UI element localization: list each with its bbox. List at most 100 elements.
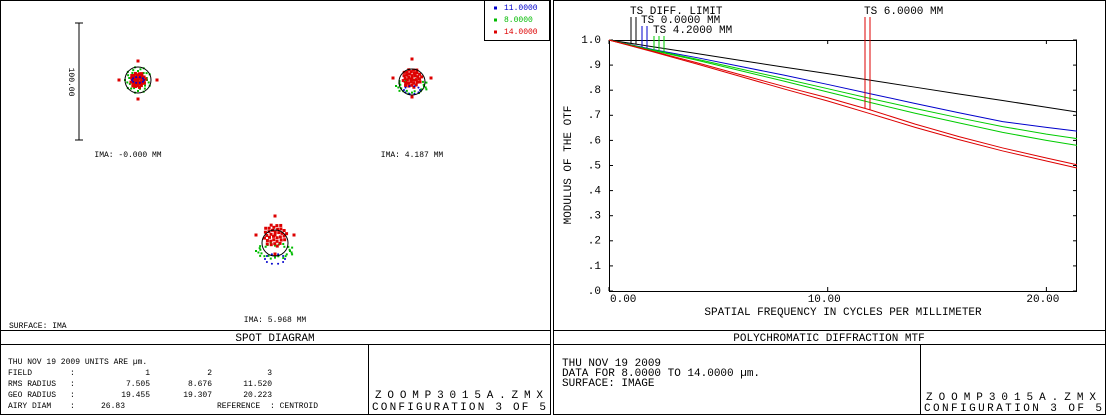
spot-ray xyxy=(408,85,411,88)
spot-ray xyxy=(138,76,141,79)
spot-ray xyxy=(133,71,137,75)
info-text: AIRY DIAM xyxy=(8,402,51,411)
spot-ray xyxy=(136,84,140,88)
airy-disk xyxy=(261,229,289,257)
spot-ray xyxy=(142,81,146,85)
spot-ray xyxy=(137,82,141,86)
info-text: : xyxy=(70,391,75,400)
spot-ray xyxy=(395,85,397,87)
spot-ray xyxy=(131,82,135,86)
spot-ray xyxy=(410,57,414,61)
spot-ray xyxy=(140,79,144,83)
spot-ray xyxy=(272,225,276,229)
spot-ray xyxy=(263,255,266,258)
spot-ray xyxy=(418,80,422,84)
spot-ray xyxy=(280,231,284,235)
spot-ray xyxy=(409,70,413,74)
spot-ray xyxy=(140,81,144,85)
spot-ray xyxy=(274,244,276,247)
spot-ray xyxy=(132,77,135,80)
spot-ray xyxy=(137,90,139,92)
info-text: 7.505 xyxy=(126,380,150,389)
spot-ray xyxy=(133,87,136,90)
info-text: 20.223 xyxy=(243,391,272,400)
y-tick-label: .2 xyxy=(588,236,601,248)
spot-ray xyxy=(409,77,413,81)
curve-label: TS 0.0000 MM xyxy=(641,15,720,27)
spot-ray xyxy=(273,214,277,218)
spot-ray xyxy=(416,75,420,79)
airy-disk xyxy=(398,68,426,96)
spot-ray xyxy=(260,252,263,255)
spot-ray xyxy=(282,228,286,232)
info-text: 26.83 xyxy=(101,402,125,411)
spot-ray xyxy=(285,253,288,256)
mtf-curve xyxy=(608,39,1078,140)
spot-ray xyxy=(399,83,402,86)
spot-ray xyxy=(424,86,427,89)
spot-ray xyxy=(132,80,135,83)
spot-ray xyxy=(265,260,268,263)
spot-ray xyxy=(290,251,293,254)
spot-ray xyxy=(132,73,136,77)
spot-ray xyxy=(425,88,428,91)
spot-ray xyxy=(277,231,281,235)
mtf-curve xyxy=(608,39,1078,166)
spot-ray xyxy=(291,246,294,249)
spot-ray xyxy=(283,238,287,242)
spot-ray xyxy=(425,81,428,84)
spot-ray xyxy=(141,80,144,83)
spot-ray xyxy=(279,227,283,231)
curve-label: TS 4.2000 MM xyxy=(653,25,732,37)
spot-ray xyxy=(279,223,283,227)
spot-ray xyxy=(257,251,260,254)
spot-ray xyxy=(155,78,159,82)
spot-ray xyxy=(262,236,266,240)
spot-ray xyxy=(135,79,139,83)
spot-ray xyxy=(269,223,273,227)
spot-ray xyxy=(282,242,285,245)
spot-ray xyxy=(288,248,291,251)
spot-ray xyxy=(405,70,409,74)
spot-ray xyxy=(279,238,283,242)
spot-ray xyxy=(289,250,291,252)
mtf-frame xyxy=(553,0,1106,415)
spot-ray xyxy=(133,78,137,82)
spot-ray xyxy=(292,233,296,237)
spot-ray xyxy=(270,253,273,256)
spot-ray xyxy=(133,82,137,86)
mtf-curve xyxy=(608,39,1078,132)
spot-ray xyxy=(127,74,130,77)
spot-ray xyxy=(415,71,419,75)
spot-ray xyxy=(282,257,285,260)
spot-ray xyxy=(131,79,133,81)
spot-ray xyxy=(418,77,422,81)
info-text: 11.520 xyxy=(243,380,272,389)
spot-ray xyxy=(282,260,285,263)
info-text: REFERENCE xyxy=(217,402,260,411)
y-tick-label: .3 xyxy=(588,211,601,223)
spot-ray xyxy=(274,256,276,259)
spot-ray xyxy=(272,234,276,238)
info-text: : CENTROID xyxy=(270,402,318,411)
legend-marker xyxy=(494,30,497,34)
spot-ray xyxy=(410,95,414,99)
spot-ray xyxy=(117,78,121,82)
spot-ray xyxy=(138,85,142,89)
spot-ray xyxy=(417,86,420,89)
spot-ray xyxy=(265,255,268,258)
spot-ray xyxy=(412,68,416,72)
spot-ray xyxy=(258,247,261,250)
spot-ray xyxy=(144,84,147,87)
info-text: THU NOV 19 2009 xyxy=(562,358,661,370)
spot-ray xyxy=(132,69,135,72)
spot-ray xyxy=(405,89,408,92)
spot-ray xyxy=(144,77,148,81)
curve-label: TS DIFF. LIMIT xyxy=(630,6,723,18)
mtf-curve xyxy=(608,39,1078,169)
spot-ray xyxy=(277,262,280,265)
y-tick-label: .9 xyxy=(588,60,601,72)
spot-ray xyxy=(278,235,282,239)
spot-ray xyxy=(140,74,144,78)
spot-ray xyxy=(265,239,269,243)
